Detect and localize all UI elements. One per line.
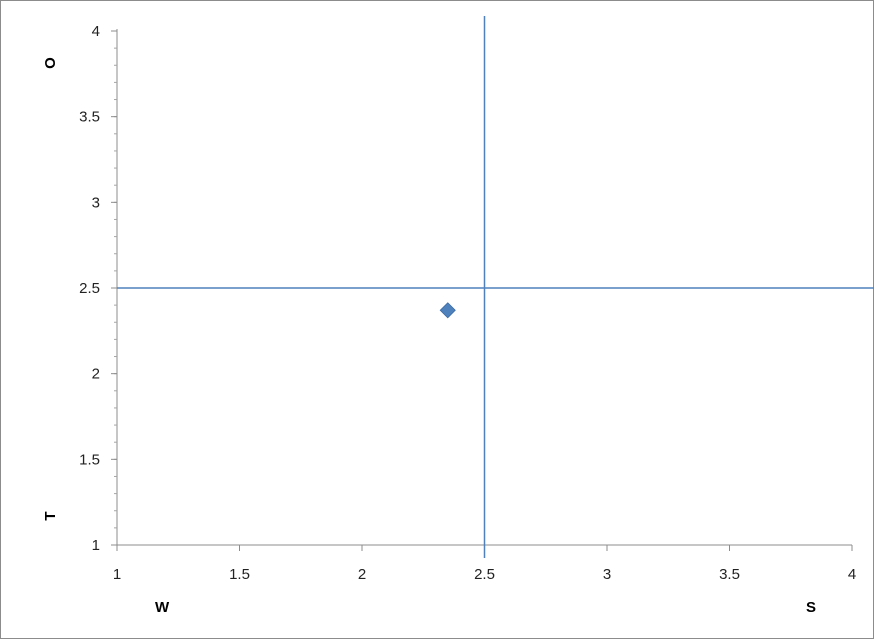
label-t: T bbox=[42, 511, 59, 520]
x-tick-label: 2 bbox=[358, 566, 366, 583]
label-w: W bbox=[155, 599, 170, 616]
y-tick-label: 3.5 bbox=[79, 109, 100, 126]
label-o: O bbox=[42, 57, 59, 69]
y-tick-label: 2.5 bbox=[79, 280, 100, 297]
reference-lines bbox=[117, 16, 874, 558]
y-tick-label: 1 bbox=[92, 537, 100, 554]
x-tick-label: 4 bbox=[848, 566, 856, 583]
data-points bbox=[439, 302, 456, 319]
y-ticks: 1 1.5 2 2.5 3 3.5 4 bbox=[79, 23, 117, 554]
label-s: S bbox=[806, 599, 816, 616]
x-tick-label: 3.5 bbox=[719, 566, 740, 583]
x-tick-label: 1 bbox=[113, 566, 121, 583]
x-ticks: 1 1.5 2 2.5 3 3.5 4 bbox=[113, 545, 856, 583]
y-minor-ticks bbox=[114, 30, 117, 546]
data-point bbox=[439, 302, 456, 319]
y-tick-label: 4 bbox=[92, 23, 100, 40]
x-tick-label: 1.5 bbox=[229, 566, 250, 583]
y-tick-label: 2 bbox=[92, 366, 100, 383]
y-tick-label: 3 bbox=[92, 194, 100, 211]
y-tick-label: 1.5 bbox=[79, 451, 100, 468]
x-tick-label: 3 bbox=[603, 566, 611, 583]
x-tick-label: 2.5 bbox=[474, 566, 495, 583]
